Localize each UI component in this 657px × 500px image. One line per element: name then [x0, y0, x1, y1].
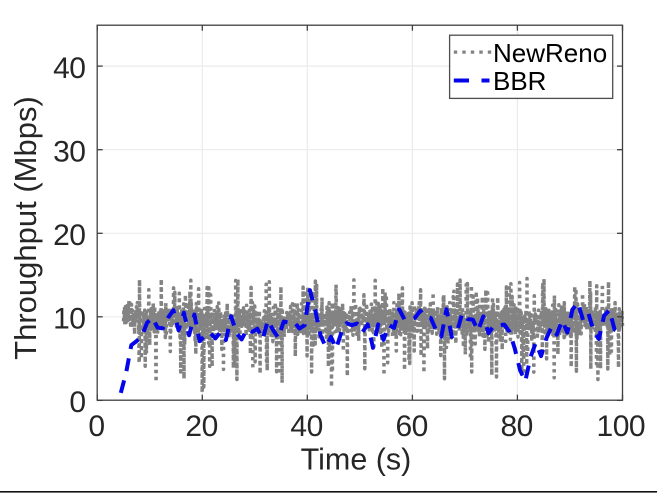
svg-text:20: 20 [185, 410, 217, 443]
svg-text:0: 0 [69, 386, 85, 419]
svg-text:10: 10 [53, 303, 85, 336]
svg-text:80: 80 [501, 410, 533, 443]
svg-text:40: 40 [290, 410, 322, 443]
svg-text:NewReno: NewReno [493, 38, 607, 68]
svg-text:30: 30 [53, 136, 85, 169]
svg-text:60: 60 [396, 410, 428, 443]
svg-text:0: 0 [88, 410, 104, 443]
svg-text:40: 40 [53, 52, 85, 85]
svg-text:Throughput (Mbps): Throughput (Mbps) [8, 96, 43, 360]
svg-text:100: 100 [597, 410, 646, 443]
svg-text:20: 20 [53, 219, 85, 252]
svg-text:BBR: BBR [493, 66, 546, 96]
svg-text:Time (s): Time (s) [301, 443, 412, 477]
